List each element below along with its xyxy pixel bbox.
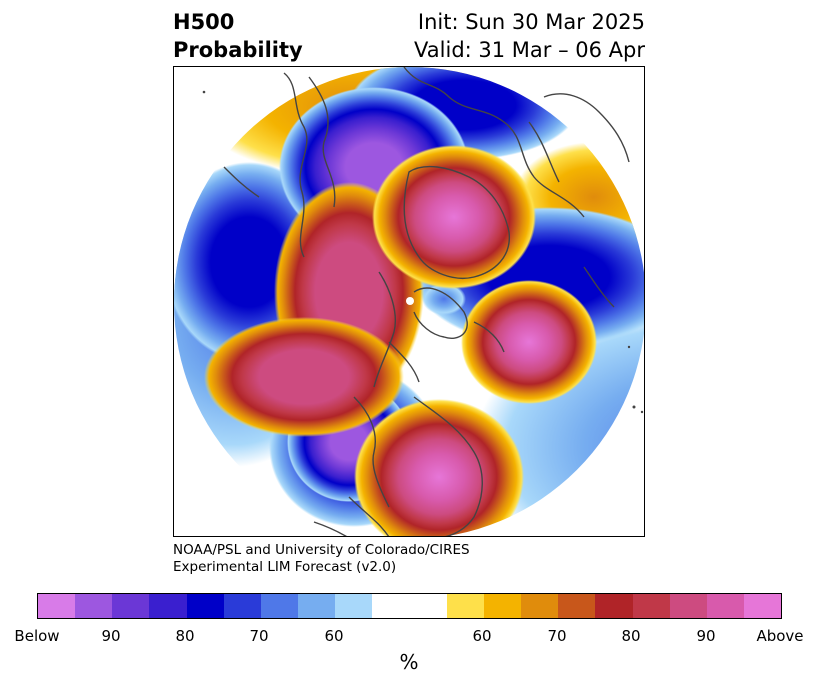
- colorbar-segment: [260, 594, 299, 618]
- colorbar-segment: [372, 594, 410, 618]
- colorbar-segment: [595, 594, 633, 618]
- colorbar-segment: [75, 594, 113, 618]
- colorbar-segment: [446, 594, 484, 618]
- valid-date-label: Valid: 31 Mar – 06 Apr: [414, 38, 645, 62]
- colorbar-tick-label: Below: [14, 627, 60, 645]
- title-line-variable: H500: [173, 10, 235, 34]
- colorbar-tick-label: 70: [249, 627, 269, 645]
- colorbar-segment: [186, 594, 224, 618]
- colorbar-tick-label: Above: [756, 627, 804, 645]
- map-title: H500 Probability: [173, 8, 303, 64]
- colorbar-segment: [483, 594, 522, 618]
- credit-line-2: Experimental LIM Forecast (v2.0): [173, 559, 397, 575]
- colorbar-tick-label: 70: [547, 627, 567, 645]
- colorbar-segment: [112, 594, 150, 618]
- colorbar-segment: [706, 594, 744, 618]
- colorbar-tick-label: 80: [175, 627, 195, 645]
- title-line-quantity: Probability: [173, 38, 303, 62]
- colorbar-segment: [669, 594, 707, 618]
- data-credit: NOAA/PSL and University of Colorado/CIRE…: [173, 542, 470, 576]
- colorbar-segment: [38, 594, 76, 618]
- colorbar-segment: [632, 594, 670, 618]
- coastlines: [223, 67, 630, 536]
- colorbar-tick-label: 60: [324, 627, 344, 645]
- init-date-label: Init: Sun 30 Mar 2025: [417, 10, 645, 34]
- probability-map: [173, 66, 645, 537]
- colorbar-tick-label: 90: [696, 627, 716, 645]
- colorbar-segment: [743, 594, 782, 618]
- colorbar-segment: [149, 594, 187, 618]
- credit-line-1: NOAA/PSL and University of Colorado/CIRE…: [173, 542, 470, 558]
- colorbar-segment: [558, 594, 596, 618]
- colorbar-tick-label: 90: [101, 627, 121, 645]
- colorbar-tick-label: 60: [472, 627, 492, 645]
- colorbar-segment: [223, 594, 261, 618]
- colorbar-segment: [521, 594, 559, 618]
- colorbar: [37, 593, 782, 619]
- colorbar-tick-label: 80: [621, 627, 641, 645]
- colorbar-segment: [335, 594, 373, 618]
- colorbar-segment: [298, 594, 336, 618]
- polar-map-svg: [174, 67, 644, 536]
- colorbar-segment: [409, 594, 447, 618]
- forecast-dates: Init: Sun 30 Mar 2025 Valid: 31 Mar – 06…: [414, 8, 645, 64]
- colorbar-unit-label: %: [399, 650, 419, 674]
- islands: [202, 90, 644, 414]
